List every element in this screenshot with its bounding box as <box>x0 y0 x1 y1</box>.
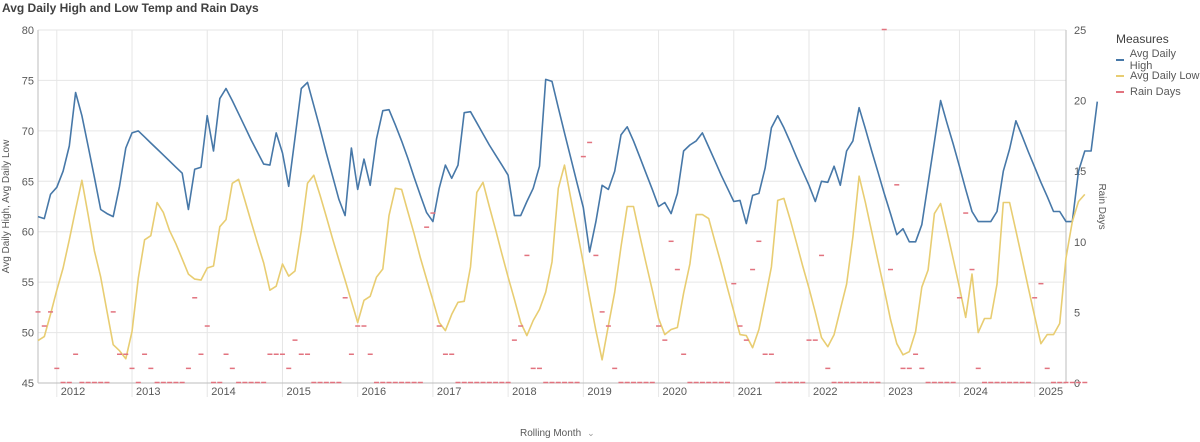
x-tick-label: 2013 <box>136 386 160 398</box>
chevron-down-icon: ⌄ <box>587 428 595 438</box>
x-tick-label: 2021 <box>738 386 762 398</box>
series-line-avg-daily-low <box>37 164 1086 361</box>
x-tick-label: 2012 <box>61 386 85 398</box>
x-tick-label: 2014 <box>211 386 235 398</box>
legend-item-rain[interactable]: Rain Days <box>1116 84 1200 100</box>
y-tick-label: 75 <box>22 75 34 87</box>
y-axis-title: Avg Daily High, Avg Daily Low <box>1 139 12 273</box>
chart-title: Avg Daily High and Low Temp and Rain Day… <box>2 1 259 15</box>
y2-axis-title: Rain Days <box>1096 183 1107 229</box>
y-tick-label: 55 <box>22 277 34 289</box>
legend-swatch-rain <box>1116 91 1124 93</box>
y2-tick-label: 5 <box>1074 307 1080 319</box>
y2-tick-label: 20 <box>1074 96 1086 108</box>
y-tick-label: 45 <box>22 378 34 390</box>
x-tick-label: 2016 <box>362 386 386 398</box>
y-tick-label: 65 <box>22 176 34 188</box>
legend-item-high[interactable]: Avg Daily High <box>1116 48 1200 72</box>
x-tick-label: 2015 <box>286 386 310 398</box>
y2-tick-label: 10 <box>1074 237 1086 249</box>
y-tick-label: 50 <box>22 328 34 340</box>
legend-title: Measures <box>1116 32 1169 46</box>
y-tick-label: 70 <box>22 126 34 138</box>
y-tick-label: 60 <box>22 227 34 239</box>
x-tick-label: 2017 <box>437 386 461 398</box>
legend-label-high: Avg Daily High <box>1129 48 1177 72</box>
y-tick-label: 80 <box>22 25 34 37</box>
legend: Measures Avg Daily High Avg Daily Low Ra… <box>1116 32 1200 100</box>
x-axis-title: Rolling Month <box>520 428 582 439</box>
legend-item-low[interactable]: Avg Daily Low <box>1116 68 1200 84</box>
x-tick-label: 2024 <box>963 386 987 398</box>
x-tick-label: 2025 <box>1039 386 1063 398</box>
x-tick-label: 2023 <box>888 386 912 398</box>
x-axis-title-button[interactable]: Rolling Month ⌄ <box>520 428 595 439</box>
legend-label-low: Avg Daily Low <box>1130 70 1200 82</box>
y2-tick-label: 0 <box>1074 378 1080 390</box>
x-tick-label: 2022 <box>813 386 837 398</box>
series-line-avg-daily-high <box>37 78 1099 253</box>
y2-tick-label: 15 <box>1074 166 1086 178</box>
x-tick-label: 2018 <box>512 386 536 398</box>
x-tick-label: 2019 <box>587 386 611 398</box>
legend-label-rain: Rain Days <box>1130 86 1181 98</box>
legend-swatch-high <box>1116 59 1124 61</box>
x-tick-label: 2020 <box>663 386 687 398</box>
legend-swatch-low <box>1116 75 1124 77</box>
y2-tick-label: 25 <box>1074 25 1086 37</box>
